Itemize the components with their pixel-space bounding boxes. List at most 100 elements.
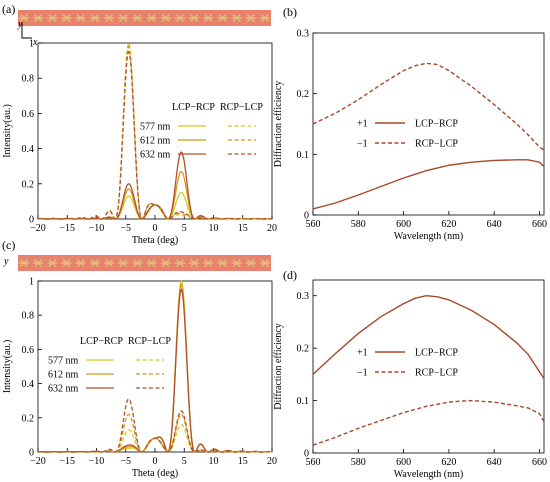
x-tick-label: 560 xyxy=(306,219,321,230)
x-tick-label: 15 xyxy=(238,223,248,234)
grating-motif xyxy=(61,14,72,22)
legend-order-label: −1 xyxy=(357,139,368,150)
y-tick-label: 0.6 xyxy=(22,109,35,120)
series-line-632nm-rcp-lcp xyxy=(37,50,273,220)
series-line-632nm-lcp-rcp xyxy=(37,151,273,220)
y-tick-label: 1 xyxy=(29,277,34,288)
series-line-612nm-lcp-rcp xyxy=(37,170,273,220)
legend-entry-label: 632 nm xyxy=(48,384,79,395)
x-tick-label: −5 xyxy=(120,456,131,467)
grating-background-a xyxy=(18,10,271,26)
legend-order-label: +1 xyxy=(357,348,368,359)
series-line-577nm-lcp-rcp xyxy=(37,279,273,453)
chart-c: −20 −15 −10 −5 0 5 10 15 20 0 0.2 0.4 0.6 0.8 1 Theta (… xyxy=(2,277,277,480)
grating-background-c xyxy=(18,255,271,271)
grating-strip-c xyxy=(18,255,271,271)
y-tick-label: 0.3 xyxy=(297,29,310,40)
panel-label-a: (a) xyxy=(2,2,15,16)
axis-letter-y-c: y xyxy=(3,256,9,267)
legend-header-dashed: RCP−LCP xyxy=(220,102,263,113)
y-tick-label: 0 xyxy=(304,449,309,460)
grating-motif xyxy=(104,259,115,267)
x-tick-label: 10 xyxy=(209,223,219,234)
x-tick-label: 0 xyxy=(153,456,158,467)
x-tick-label: −10 xyxy=(89,456,105,467)
grating-motif xyxy=(189,259,200,267)
grating-motif xyxy=(47,259,58,267)
x-tick-label: −5 xyxy=(120,223,131,234)
x-tick-label: −10 xyxy=(89,223,105,234)
series-line-612nm-rcp-lcp xyxy=(37,45,273,220)
panel-label-b: (b) xyxy=(283,5,297,19)
series-line-612nm-rcp-lcp xyxy=(37,413,273,453)
legend-series-label: LCP−RCP xyxy=(415,348,458,359)
legend-entry-label: 577 nm xyxy=(48,356,79,367)
panel-label-d: (d) xyxy=(283,268,297,282)
grating-motif xyxy=(19,259,29,267)
y-tick-label: 0 xyxy=(29,215,34,226)
x-tick-label: 620 xyxy=(441,219,456,230)
chart-d: 560 580 600 620 640 660 0 0.1 0.2 0.3 Wavelength (… xyxy=(273,279,547,480)
x-tick-label: 20 xyxy=(267,456,277,467)
grating-motif xyxy=(245,259,256,267)
grating-motif xyxy=(33,259,44,267)
grating-motif xyxy=(203,259,214,267)
y-tick-label: 0.3 xyxy=(297,291,310,302)
chart-a: −20 −15 −10 −5 0 5 10 15 20 0 0.2 0.4 0.6 0.8 1 Theta (… xyxy=(2,39,277,247)
y-tick-label: 0.2 xyxy=(297,89,310,100)
series-line-plus1 xyxy=(312,295,545,379)
y-tick-label: 0.6 xyxy=(22,345,35,356)
series-line-612nm-lcp-rcp xyxy=(37,283,273,453)
x-tick-label: 580 xyxy=(351,219,366,230)
grating-motif xyxy=(217,14,228,22)
x-tick-label: −15 xyxy=(59,456,75,467)
legend-entry-label: 577 nm xyxy=(140,122,171,133)
y-axis-label: Diffraction efficiency xyxy=(273,81,284,168)
grating-motif xyxy=(217,259,228,267)
legend-order-label: +1 xyxy=(357,119,368,130)
grating-motif xyxy=(132,259,143,267)
y-tick-label: 0.2 xyxy=(22,413,35,424)
x-axis-label: Theta (deg) xyxy=(132,468,178,479)
x-tick-label: 580 xyxy=(351,457,366,468)
legend-header-solid: LCP−RCP xyxy=(172,102,215,113)
x-tick-label: 640 xyxy=(487,457,502,468)
x-tick-label: 10 xyxy=(209,456,219,467)
grating-motif xyxy=(33,14,44,22)
y-tick-label: 0.2 xyxy=(297,344,310,355)
grating-motif xyxy=(89,259,100,267)
series-line-minus1 xyxy=(312,399,545,446)
legend-series-label: RCP−LCP xyxy=(415,368,458,379)
x-tick-label: 20 xyxy=(267,223,277,234)
grating-motif xyxy=(61,259,72,267)
series-line-minus1 xyxy=(312,62,545,151)
x-axis-label: Wavelength (nm) xyxy=(394,469,463,480)
x-tick-label: 560 xyxy=(306,457,321,468)
axis-letter-x-a: x xyxy=(32,37,38,48)
y-tick-label: 0.4 xyxy=(22,379,35,390)
x-tick-label: 620 xyxy=(441,457,456,468)
grating-motif xyxy=(160,14,171,22)
series-line-632nm-rcp-lcp xyxy=(37,398,273,453)
y-tick-label: 0.8 xyxy=(22,74,35,85)
x-tick-label: −20 xyxy=(30,223,46,234)
y-tick-label: 0 xyxy=(29,448,34,459)
legend-header-dashed: RCP−LCP xyxy=(128,336,171,347)
y-tick-label: 0.1 xyxy=(297,396,310,407)
y-tick-label: 0.8 xyxy=(22,311,35,322)
legend-order-label: −1 xyxy=(357,368,368,379)
legend-entry-label: 632 nm xyxy=(140,150,171,161)
panel-label-c: (c) xyxy=(2,238,15,252)
series-line-plus1 xyxy=(312,159,545,210)
y-axis-label: Intensity(au.) xyxy=(2,104,13,158)
grating-motif xyxy=(75,14,86,22)
grating-motif xyxy=(47,14,58,22)
legend-entry-label: 612 nm xyxy=(140,136,171,147)
axis-arrow-icon xyxy=(21,22,32,39)
grating-motif xyxy=(118,259,129,267)
grating-motif xyxy=(132,14,143,22)
grating-motif xyxy=(104,14,115,22)
x-tick-label: −15 xyxy=(59,223,75,234)
grating-strip-a xyxy=(18,10,271,39)
